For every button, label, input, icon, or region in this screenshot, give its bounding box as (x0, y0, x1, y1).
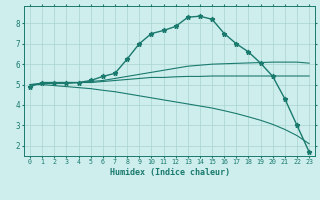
X-axis label: Humidex (Indice chaleur): Humidex (Indice chaleur) (109, 168, 230, 177)
